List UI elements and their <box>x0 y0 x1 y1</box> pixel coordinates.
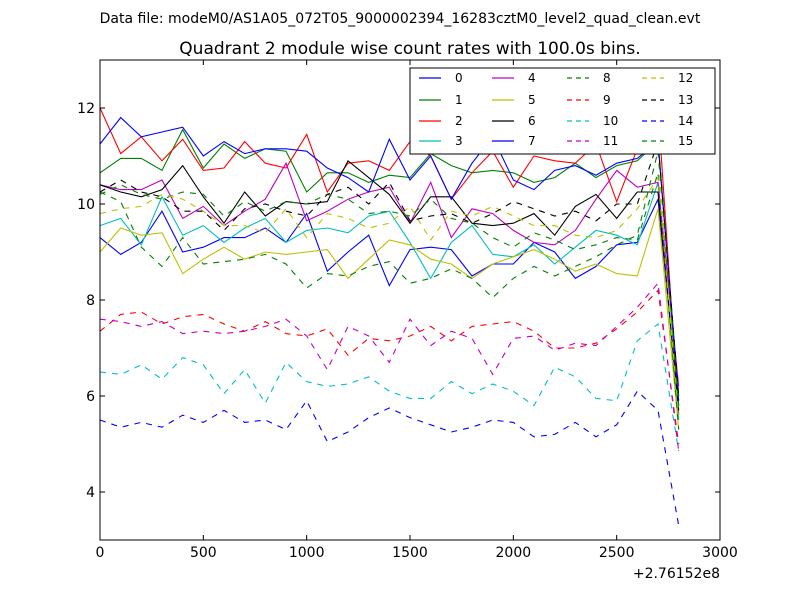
legend-label-9: 9 <box>603 93 611 107</box>
legend-label-3: 3 <box>455 134 463 148</box>
series-line-11 <box>99 281 680 452</box>
series-line-6 <box>99 159 680 411</box>
x-tick-label: 3000 <box>702 545 738 561</box>
legend-label-12: 12 <box>678 71 693 85</box>
x-tick-label: 500 <box>190 545 217 561</box>
legend-label-2: 2 <box>455 114 463 128</box>
series-layer <box>99 105 680 526</box>
y-tick-label: 8 <box>86 293 95 309</box>
legend-label-13: 13 <box>678 93 693 107</box>
legend-label-14: 14 <box>678 114 693 128</box>
series-line-8 <box>99 172 680 430</box>
y-tick-label: 6 <box>86 389 95 405</box>
x-tick-label: 2000 <box>496 545 532 561</box>
series-line-0 <box>99 197 680 406</box>
figure-suptitle: Data file: modeM0/AS1A05_072T05_90000023… <box>100 11 701 27</box>
chart-title: Quadrant 2 module wise count rates with … <box>179 39 640 59</box>
legend-label-15: 15 <box>678 134 693 148</box>
x-tick-label: 1000 <box>289 545 325 561</box>
x-tick-label: 0 <box>96 545 105 561</box>
legend-label-5: 5 <box>528 93 536 107</box>
legend-label-11: 11 <box>603 134 618 148</box>
y-tick-label: 12 <box>77 101 95 117</box>
x-tick-label: 2500 <box>599 545 635 561</box>
y-tick-label: 4 <box>86 485 95 501</box>
series-line-5 <box>99 208 680 430</box>
legend-label-0: 0 <box>455 71 463 85</box>
series-line-15 <box>99 151 680 406</box>
series-line-7 <box>99 116 680 401</box>
series-line-4 <box>99 161 680 387</box>
series-line-3 <box>99 182 680 421</box>
series-line-2 <box>99 105 680 416</box>
legend-label-7: 7 <box>528 134 536 148</box>
legend-label-8: 8 <box>603 71 611 85</box>
y-tick-label: 10 <box>77 197 95 213</box>
series-line-10 <box>99 322 680 452</box>
legend-label-1: 1 <box>455 93 463 107</box>
series-line-1 <box>99 128 680 397</box>
series-line-9 <box>99 289 680 445</box>
legend-label-6: 6 <box>528 114 536 128</box>
legend-label-10: 10 <box>603 114 618 128</box>
x-tick-label: 1500 <box>392 545 428 561</box>
x-offset-label: +2.76152e8 <box>633 566 720 582</box>
legend-box <box>409 67 716 155</box>
series-line-14 <box>99 390 680 526</box>
legend-label-4: 4 <box>528 71 536 85</box>
